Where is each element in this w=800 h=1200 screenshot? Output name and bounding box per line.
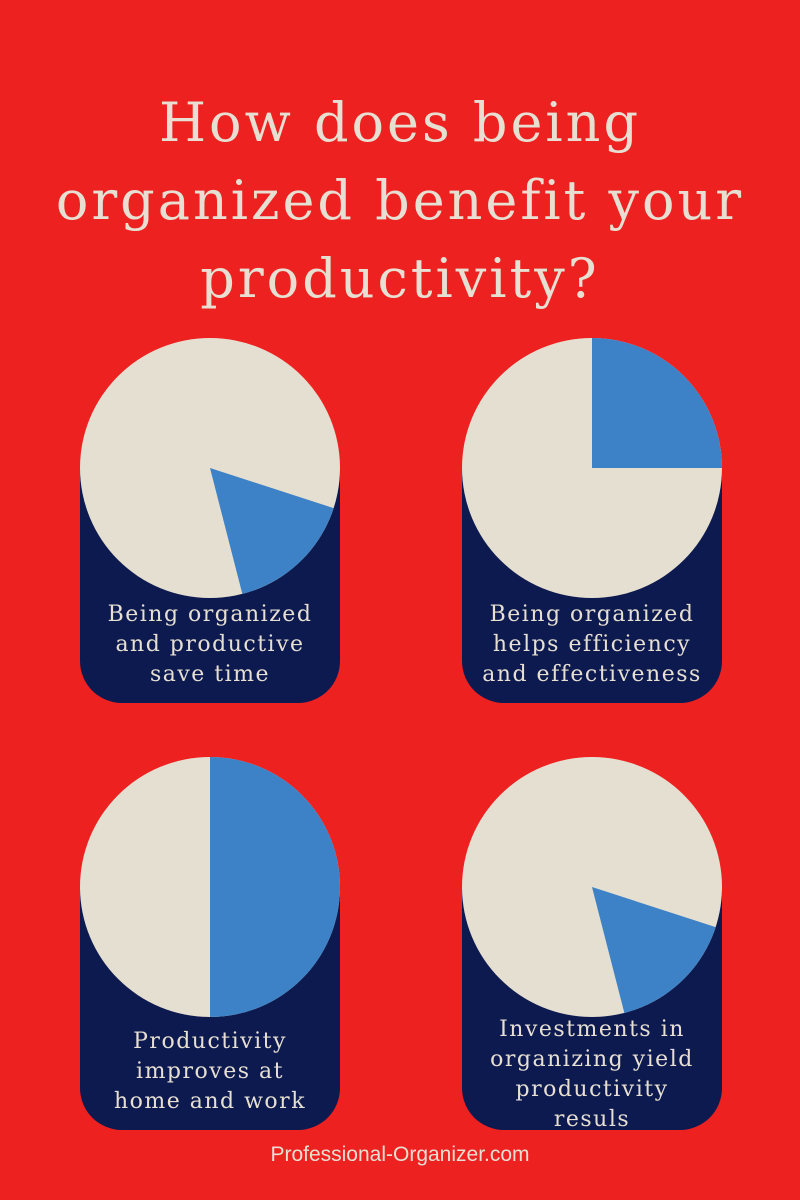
caption-line: Productivity bbox=[133, 1029, 287, 1054]
caption-line: Being organized bbox=[489, 602, 695, 627]
title-line-2: organized benefit your bbox=[55, 169, 745, 232]
pie-chart-4 bbox=[462, 757, 722, 1017]
pie-accent-slice bbox=[592, 338, 722, 468]
caption-line: and productive bbox=[115, 632, 305, 657]
pie-chart-2 bbox=[462, 338, 722, 598]
pie-chart-1 bbox=[80, 338, 340, 598]
card-caption-4: Investments in organizing yield producti… bbox=[462, 1015, 722, 1135]
caption-line: home and work bbox=[113, 1089, 307, 1114]
benefit-card-3: Productivity improves at home and work bbox=[80, 757, 340, 1130]
caption-line: helps efficiency bbox=[492, 632, 692, 657]
caption-line: organizing yield bbox=[490, 1047, 694, 1072]
card-caption-1: Being organized and productive save time bbox=[80, 600, 340, 690]
pie-chart-3 bbox=[80, 757, 340, 1017]
page-title: How does being organized benefit your pr… bbox=[0, 84, 800, 318]
footer-website: Professional-Organizer.com bbox=[270, 1143, 530, 1166]
benefit-card-4: Investments in organizing yield producti… bbox=[462, 757, 722, 1132]
benefit-card-2: Being organized helps efficiency and eff… bbox=[462, 338, 722, 703]
pie-accent-slice bbox=[210, 757, 340, 1017]
benefit-card-1: Being organized and productive save time bbox=[80, 338, 340, 703]
caption-line: resuls bbox=[553, 1107, 631, 1132]
caption-line: save time bbox=[149, 662, 271, 687]
caption-line: improves at bbox=[136, 1059, 284, 1084]
title-line-1: How does being bbox=[158, 91, 642, 154]
title-line-3: productivity? bbox=[200, 247, 600, 310]
pie-accent-slice bbox=[592, 887, 716, 1013]
caption-line: Being organized bbox=[107, 602, 313, 627]
caption-line: Investments in bbox=[499, 1017, 685, 1042]
caption-line: productivity bbox=[515, 1077, 669, 1102]
caption-line: and effectiveness bbox=[482, 662, 702, 687]
card-caption-3: Productivity improves at home and work bbox=[80, 1027, 340, 1117]
card-caption-2: Being organized helps efficiency and eff… bbox=[462, 600, 722, 690]
pie-accent-slice bbox=[210, 468, 334, 594]
